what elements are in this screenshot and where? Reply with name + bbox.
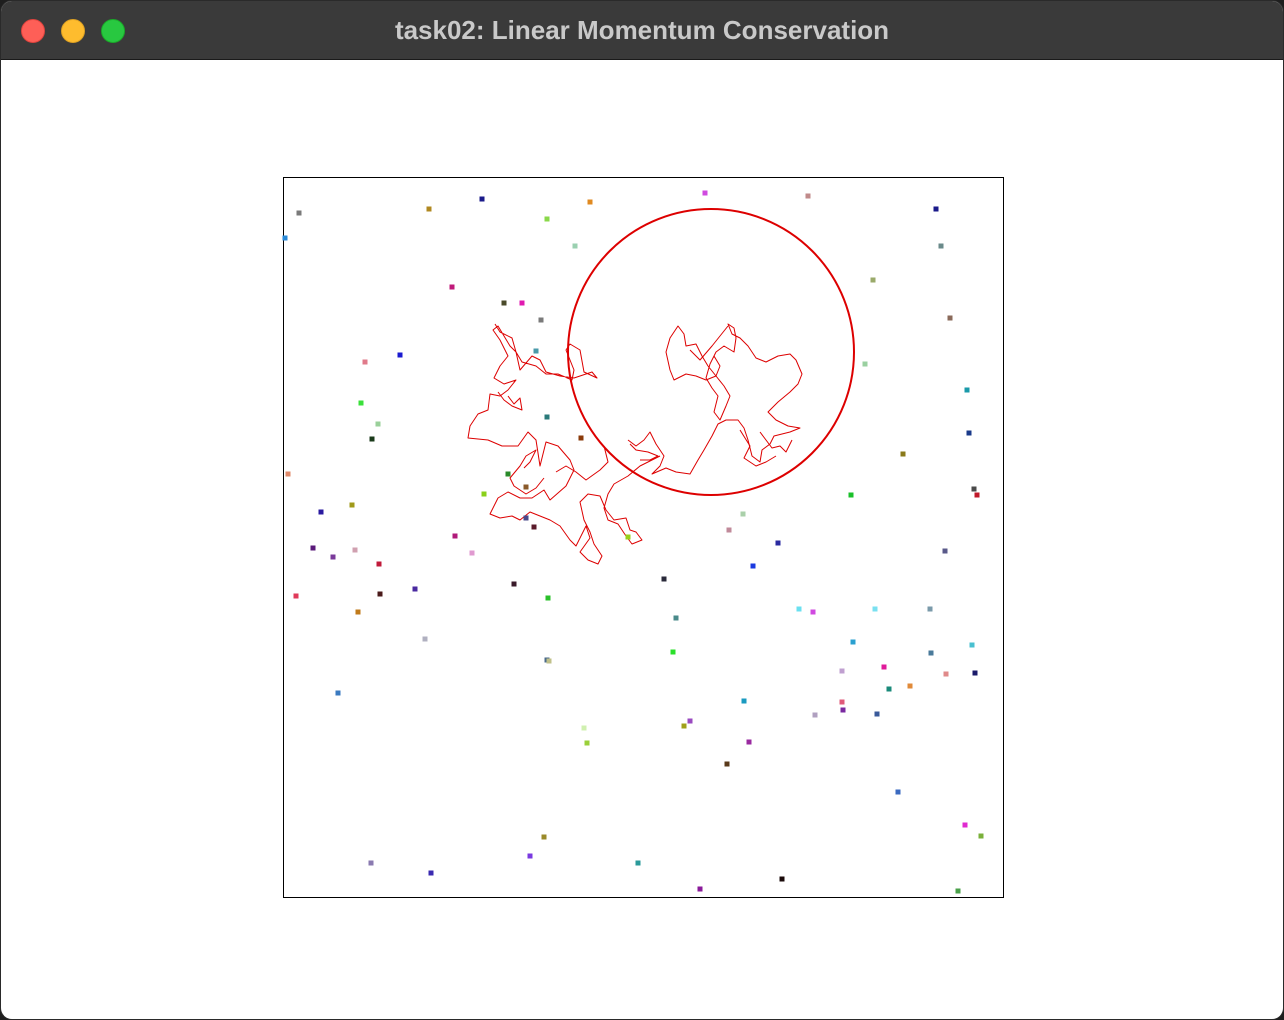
zoom-icon[interactable] <box>101 19 125 43</box>
simulation-canvas <box>4 60 1281 1018</box>
close-icon[interactable] <box>21 19 45 43</box>
minimize-icon[interactable] <box>61 19 85 43</box>
title-bar[interactable]: task02: Linear Momentum Conservation <box>1 1 1283 60</box>
window-title: task02: Linear Momentum Conservation <box>394 15 890 45</box>
